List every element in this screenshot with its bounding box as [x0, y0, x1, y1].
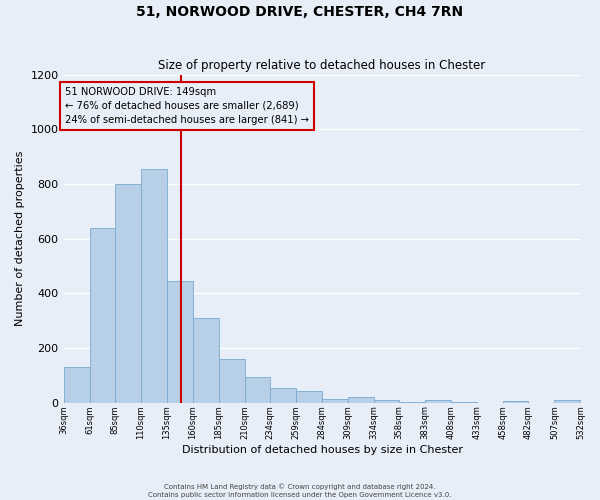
Bar [270, 388, 296, 402]
Bar [322, 398, 348, 402]
Bar [374, 400, 399, 402]
Bar [140, 169, 167, 402]
Bar [245, 376, 270, 402]
Bar [554, 400, 580, 402]
Bar [348, 397, 374, 402]
Text: 51, NORWOOD DRIVE, CHESTER, CH4 7RN: 51, NORWOOD DRIVE, CHESTER, CH4 7RN [136, 5, 464, 19]
Title: Size of property relative to detached houses in Chester: Size of property relative to detached ho… [158, 59, 485, 72]
Bar [425, 400, 451, 402]
Bar [193, 318, 219, 402]
Text: 51 NORWOOD DRIVE: 149sqm
← 76% of detached houses are smaller (2,689)
24% of sem: 51 NORWOOD DRIVE: 149sqm ← 76% of detach… [65, 87, 308, 125]
Text: Contains HM Land Registry data © Crown copyright and database right 2024.
Contai: Contains HM Land Registry data © Crown c… [148, 483, 452, 498]
X-axis label: Distribution of detached houses by size in Chester: Distribution of detached houses by size … [182, 445, 463, 455]
Bar [115, 184, 140, 402]
Bar [503, 401, 529, 402]
Y-axis label: Number of detached properties: Number of detached properties [15, 151, 25, 326]
Bar [296, 391, 322, 402]
Bar [219, 360, 245, 403]
Bar [89, 228, 115, 402]
Bar [167, 281, 193, 402]
Bar [64, 367, 89, 402]
